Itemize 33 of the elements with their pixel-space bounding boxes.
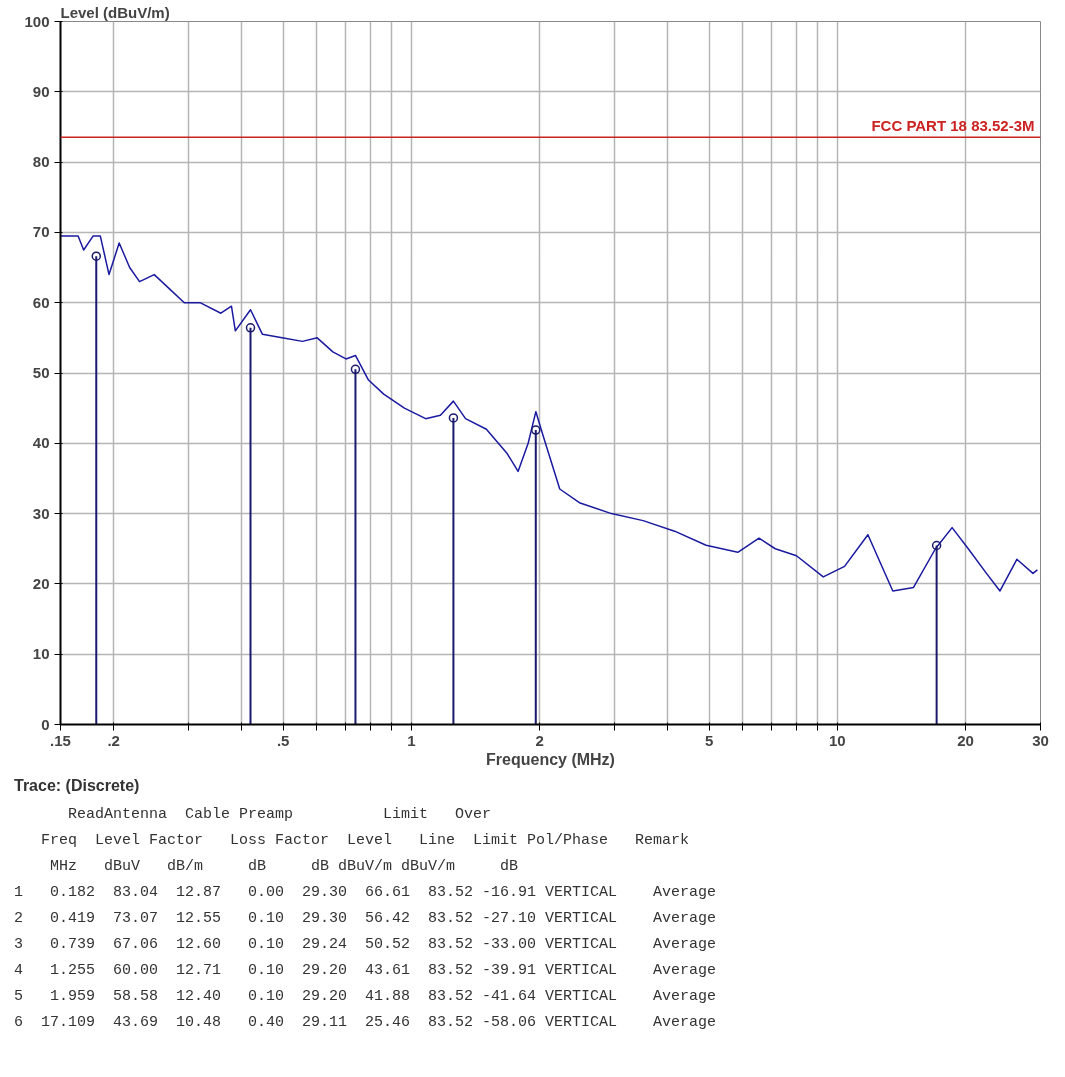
- y-tick-label: 90: [32, 82, 50, 100]
- y-tick-label: 0: [41, 715, 50, 733]
- text: ReadAntenna Cable Preamp Limit Over: [67, 804, 493, 825]
- text: MHz dBuV dB/m dB dB dBuV/m dBuV/m dB: [49, 856, 520, 877]
- y-tick-label: 10: [32, 645, 50, 663]
- x-tick-label: 5: [704, 731, 714, 749]
- y-tick-label: 70: [32, 223, 50, 241]
- y-tick-label: 80: [32, 153, 50, 171]
- x-tick-label: .5: [276, 731, 290, 749]
- y-tick-label: 30: [32, 504, 50, 522]
- y-tick-label: 50: [32, 364, 50, 381]
- y-axis-title: Level (dBuV/m): [60, 3, 170, 21]
- text: 6 17.109 43.69 10.48 0.40 29.11 25.46 83.52 -58.06 VERTICAL Average: [14, 1012, 717, 1033]
- x-tick-label: 10: [828, 731, 846, 749]
- x-tick-label: .15: [50, 731, 71, 749]
- ref-line-label: FCC PART 18 83.52-3M: [871, 117, 1035, 135]
- text: 5 1.959 58.58 12.40 0.10 29.20 41.88 83.52 -41.64 VERTICAL Average: [14, 986, 717, 1007]
- x-tick-label: 30: [1032, 731, 1049, 749]
- text: 3 0.739 67.06 12.60 0.10 29.24 50.52 83.52 -33.00 VERTICAL Average: [14, 934, 717, 955]
- x-axis-title: Frequency (MHz): [486, 750, 615, 768]
- text: 2 0.419 73.07 12.55 0.10 29.30 56.42 83.52 -27.10 VERTICAL Average: [14, 908, 717, 929]
- x-tick-label: 2: [535, 731, 544, 749]
- y-tick-label: 40: [32, 434, 50, 452]
- text: Trace: (Discrete): [14, 776, 141, 796]
- y-tick-label: 20: [32, 574, 50, 592]
- x-tick-label: 20: [957, 731, 974, 749]
- x-tick-label: .2: [107, 731, 120, 749]
- text: 1 0.182 83.04 12.87 0.00 29.30 66.61 83.52 -16.91 VERTICAL Average: [14, 882, 717, 903]
- text: 4 1.255 60.00 12.71 0.10 29.20 43.61 83.52 -39.91 VERTICAL Average: [14, 960, 717, 981]
- text: Freq Level Factor Loss Factor Level Line Limit Pol/Phase Remark: [40, 830, 691, 851]
- y-tick-label: 60: [32, 293, 50, 311]
- x-tick-label: 1: [407, 731, 416, 749]
- y-tick-label: 100: [24, 12, 50, 30]
